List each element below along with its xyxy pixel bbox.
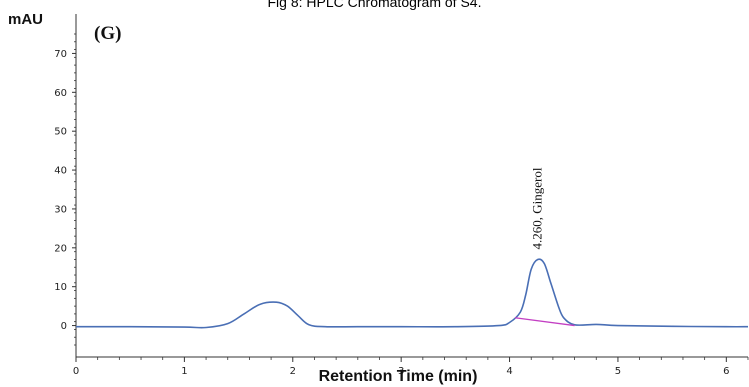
annotations: 4.260, Gingerol	[530, 167, 545, 249]
y-tick-label: 0	[61, 321, 67, 332]
x-tick-label: 0	[73, 366, 79, 377]
peak-baseline-line	[514, 317, 575, 327]
chromatogram-line	[76, 258, 749, 329]
x-tick-label: 6	[723, 366, 729, 377]
y-tick-label: 40	[54, 166, 67, 177]
figure-caption: Fig 8: HPLC Chromatogram of S4.	[267, 0, 482, 10]
ticks: 0 10 20 30 40 50 60 70 0 1 2 3 4 5 6	[54, 33, 749, 377]
axes	[75, 14, 748, 358]
y-tick-label: 30	[54, 204, 67, 215]
y-tick-label: 20	[54, 243, 67, 254]
x-tick-label: 5	[615, 366, 621, 377]
y-tick-label: 10	[54, 282, 67, 293]
series-layer	[76, 258, 749, 329]
x-tick-label: 2	[290, 366, 296, 377]
y-tick-label: 60	[54, 88, 67, 99]
y-tick-label: 70	[54, 49, 67, 60]
x-tick-label: 1	[181, 366, 187, 377]
y-tick-label: 50	[54, 127, 67, 138]
x-axis-title: Retention Time (min)	[319, 368, 478, 385]
peak-label: 4.260, Gingerol	[530, 167, 545, 249]
x-tick-label: 4	[506, 366, 512, 377]
x-tick-label: 3	[398, 366, 404, 377]
panel-label: (G)	[94, 23, 121, 44]
y-axis-title: mAU	[8, 11, 43, 28]
